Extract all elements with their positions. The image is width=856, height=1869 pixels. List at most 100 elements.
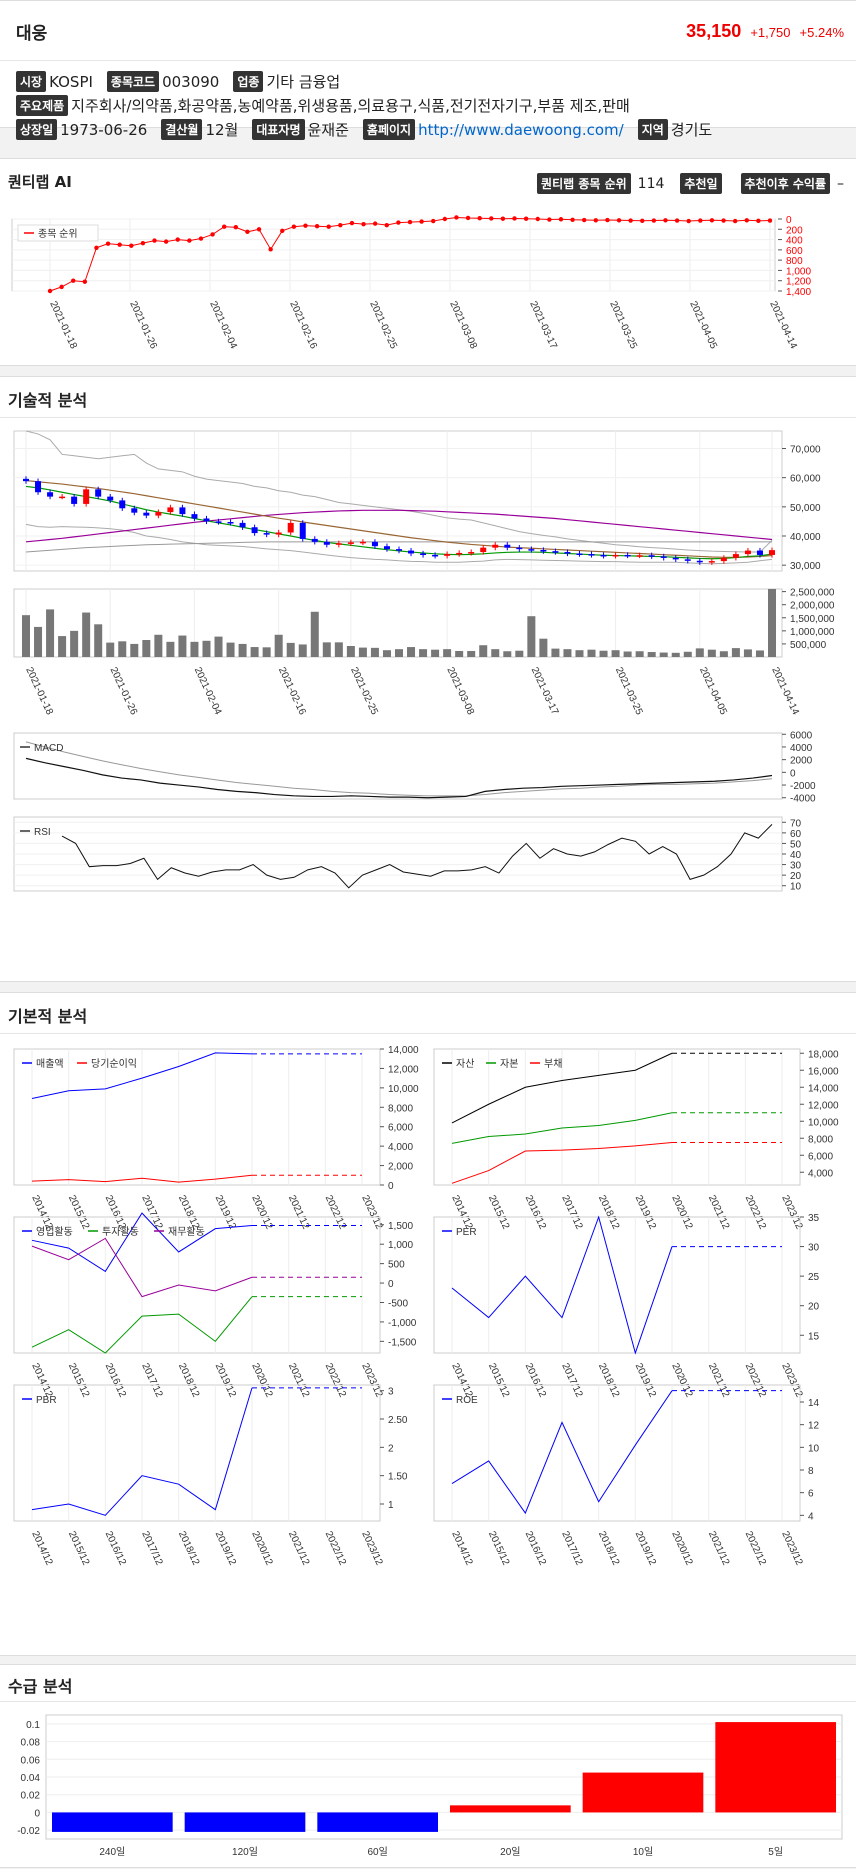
candle-body xyxy=(155,512,162,516)
supply-ytick-label: -0.02 xyxy=(17,1826,40,1837)
fin1-series-line xyxy=(31,1052,253,1100)
rsi-ytick-label: 30 xyxy=(790,861,802,872)
volume-bar xyxy=(671,652,680,657)
fin2-ytick-label: 8,000 xyxy=(808,1134,833,1145)
supply-ytick-label: 0.02 xyxy=(21,1791,41,1802)
rank-label: 퀀티랩 종목 순위 xyxy=(537,173,631,194)
roe-legend-label: ROE xyxy=(456,1395,478,1406)
rank-frame xyxy=(11,218,776,292)
fundamental-charts: 14,00012,00010,0008,0006,0004,0002,00002… xyxy=(13,1045,839,1568)
fin1-ytick-label: 12,000 xyxy=(388,1064,419,1075)
per-xtick-label: 2021/12 xyxy=(706,1362,731,1400)
price-frame xyxy=(13,430,783,572)
rank-point xyxy=(163,239,169,244)
fin2-xtick-label: 2016/12 xyxy=(523,1194,548,1232)
rank-point xyxy=(245,229,250,235)
per-ytick-label: 30 xyxy=(808,1243,820,1254)
fin1-xtick-label: 2018/12 xyxy=(176,1194,201,1232)
volume-bar xyxy=(94,624,103,657)
per-xtick-label: 2018/12 xyxy=(596,1362,621,1400)
region-label: 지역 xyxy=(637,119,668,140)
candle-body xyxy=(179,507,186,515)
rank-point xyxy=(303,223,308,228)
rank-point xyxy=(291,224,297,229)
per-series-line xyxy=(451,1215,673,1355)
fin1-xtick-label: 2019/12 xyxy=(213,1194,238,1232)
volume-xtick-label: 2021-01-26 xyxy=(108,666,140,717)
supply-bar xyxy=(582,1772,704,1813)
candle-body xyxy=(408,550,415,554)
supply-xtick-label: 120일 xyxy=(232,1846,258,1858)
bollinger-lower-line xyxy=(25,523,773,565)
supply-card: 수급 분석 0.1 0.08 0.06 0.04 0.02 0 -0.02 240일 120일 6… xyxy=(0,1664,856,1868)
volume-bar xyxy=(130,643,139,657)
fin3-xtick-label: 2020/12 xyxy=(249,1362,274,1400)
rank-point xyxy=(523,216,529,221)
fin1-ytick-label: 8,000 xyxy=(388,1103,413,1114)
fin2-xtick-label: 2017/12 xyxy=(559,1194,584,1232)
volume-xtick-label: 2021-03-25 xyxy=(613,666,645,717)
supply-xtick-label: 5일 xyxy=(768,1846,783,1858)
candle-body xyxy=(564,552,571,554)
fin2-xtick-label: 2023/12 xyxy=(779,1194,804,1232)
volume-bar xyxy=(623,651,632,657)
rank-xtick-label: 2021-04-14 xyxy=(767,300,799,351)
pbr-ytick-label: 1 xyxy=(388,1500,394,1511)
volume-bar xyxy=(322,642,331,657)
volume-bar xyxy=(479,645,488,657)
pbr-ytick-label: 2 xyxy=(388,1443,394,1454)
fin1-ytick-label: 4,000 xyxy=(388,1142,413,1153)
candle-body xyxy=(720,557,727,562)
volume-bar xyxy=(575,650,584,657)
volume-bar xyxy=(659,652,668,657)
rank-point xyxy=(349,220,355,226)
rank-ytick-label: 0 xyxy=(786,215,792,226)
products-label: 주요제품 xyxy=(16,95,69,116)
ma-purple-line xyxy=(25,509,773,543)
candle-body xyxy=(744,550,751,555)
roe-xtick-label: 2017/12 xyxy=(559,1530,584,1568)
pbr-legend-label: PBR xyxy=(36,1395,57,1406)
rank-point xyxy=(442,216,448,222)
volume-bar xyxy=(755,650,764,657)
fin1-ytick-label: 6,000 xyxy=(388,1123,413,1134)
listing-label: 상장일 xyxy=(16,119,58,140)
fin3-xtick-label: 2023/12 xyxy=(359,1362,384,1400)
roe-ytick-label: 8 xyxy=(808,1466,814,1477)
rank-ytick-label: 800 xyxy=(786,256,803,267)
rank-point xyxy=(71,278,76,283)
rank-point xyxy=(454,215,459,220)
volume-bar xyxy=(34,626,43,657)
candle-body xyxy=(251,527,258,534)
candle-body xyxy=(504,544,511,548)
rank-ytick-label: 600 xyxy=(786,246,803,257)
rank-xtick-label: 2021-04-05 xyxy=(687,300,719,351)
pbr-xtick-label: 2023/12 xyxy=(359,1530,384,1568)
homepage-link[interactable]: http://www.daewoong.com/ xyxy=(418,120,624,139)
fin2-xtick-label: 2021/12 xyxy=(706,1194,731,1232)
info-row-1: 시장 KOSPI 종목코드 003090 업종 기타 금융업 xyxy=(16,71,354,92)
fin1-frame xyxy=(13,1048,381,1186)
rank-point xyxy=(767,218,773,223)
roe-series-line xyxy=(451,1390,673,1515)
fin2-ytick-label: 4,000 xyxy=(808,1168,833,1179)
candle-body xyxy=(684,559,691,561)
volume-bar xyxy=(262,647,271,657)
fin3-xtick-label: 2016/12 xyxy=(103,1362,128,1400)
rank-ytick-label: 1,200 xyxy=(786,277,811,288)
pbr-xtick-label: 2021/12 xyxy=(286,1530,311,1568)
rank-point xyxy=(477,216,482,221)
volume-bar xyxy=(82,612,91,657)
roe-xtick-label: 2023/12 xyxy=(779,1530,804,1568)
fiscal-value: 12월 xyxy=(205,121,239,139)
candle-body xyxy=(143,512,150,516)
volume-bar xyxy=(647,652,656,657)
candle-body xyxy=(59,496,66,499)
info-row-3: 상장일 1973-06-26 결산월 12월 대표자명 윤재준 홈페이지 http://… xyxy=(16,119,726,140)
volume-ytick-label: 1,000,000 xyxy=(790,627,835,638)
pbr-xtick-label: 2017/12 xyxy=(139,1530,164,1568)
volume-bar xyxy=(382,650,391,657)
roe-xtick-label: 2016/12 xyxy=(523,1530,548,1568)
rank-point xyxy=(280,228,285,234)
roe-ytick-label: 12 xyxy=(808,1421,820,1432)
